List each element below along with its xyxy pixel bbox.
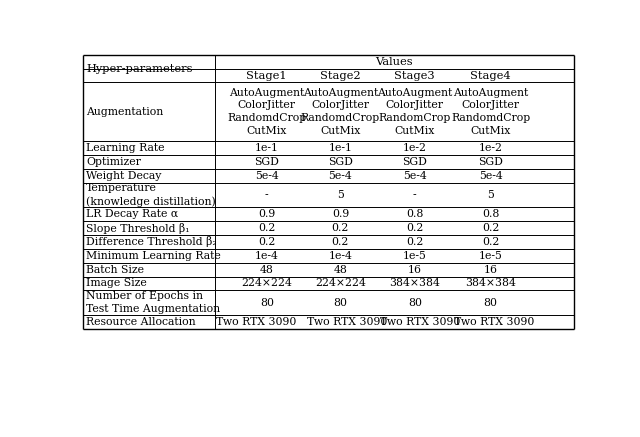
Text: 48: 48 [333,264,348,274]
Text: 48: 48 [260,264,274,274]
Text: 80: 80 [484,298,498,308]
Text: 1e-2: 1e-2 [403,143,427,153]
Text: Stage3: Stage3 [394,70,435,80]
Text: Weight Decay: Weight Decay [86,170,161,180]
Text: AutoAugment
ColorJitter
RandomCrop
CutMix: AutoAugment ColorJitter RandomCrop CutMi… [377,87,452,136]
Text: Number of Epochs in
Test Time Augmentation: Number of Epochs in Test Time Augmentati… [86,291,220,314]
Text: Stage2: Stage2 [320,70,361,80]
Text: 0.2: 0.2 [258,223,275,233]
Text: Resource Allocation: Resource Allocation [86,317,196,327]
Text: Slope Threshold β₁: Slope Threshold β₁ [86,222,190,233]
Text: Stage4: Stage4 [470,70,511,80]
Text: 0.2: 0.2 [482,237,499,247]
Text: Two RTX 3090: Two RTX 3090 [454,317,534,327]
Text: Hyper-parameters: Hyper-parameters [86,64,193,73]
Text: 1e-4: 1e-4 [255,251,278,261]
Text: 0.2: 0.2 [406,223,424,233]
Text: AutoAugment
ColorJitter
RandomdCrop
CutMix: AutoAugment ColorJitter RandomdCrop CutM… [451,87,531,136]
Text: 0.2: 0.2 [406,237,424,247]
Text: SGD: SGD [478,157,503,167]
Text: 1e-2: 1e-2 [479,143,503,153]
Text: Two RTX 3090: Two RTX 3090 [307,317,387,327]
Text: 16: 16 [484,264,498,274]
Text: 80: 80 [260,298,274,308]
Text: -: - [413,190,417,200]
Text: 384×384: 384×384 [389,278,440,288]
Text: 0.2: 0.2 [332,223,349,233]
Text: Stage1: Stage1 [246,70,287,80]
Text: 5e-4: 5e-4 [328,170,352,180]
Text: Optimizer: Optimizer [86,157,141,167]
Text: SGD: SGD [328,157,353,167]
Text: 80: 80 [408,298,422,308]
Text: -: - [265,190,269,200]
Text: Augmentation: Augmentation [86,107,163,117]
Text: Two RTX 3090: Two RTX 3090 [216,317,297,327]
Text: 0.2: 0.2 [332,237,349,247]
Text: 1e-5: 1e-5 [403,251,427,261]
Text: 224×224: 224×224 [241,278,292,288]
Text: SGD: SGD [403,157,428,167]
Text: 224×224: 224×224 [315,278,366,288]
Text: Temperature
(knowledge distillation): Temperature (knowledge distillation) [86,183,216,207]
Text: 0.2: 0.2 [258,237,275,247]
Text: AutoAugment
ColorJitter
RandomdCrop
CutMix: AutoAugment ColorJitter RandomdCrop CutM… [301,87,380,136]
Text: 0.2: 0.2 [482,223,499,233]
Text: 1e-4: 1e-4 [328,251,353,261]
Text: 384×384: 384×384 [465,278,516,288]
Text: 5: 5 [487,190,494,200]
Text: Batch Size: Batch Size [86,264,144,274]
Text: Minimum Learning Rate: Minimum Learning Rate [86,251,221,261]
Text: Difference Threshold β₂: Difference Threshold β₂ [86,236,217,247]
Text: SGD: SGD [254,157,279,167]
Text: 5e-4: 5e-4 [403,170,427,180]
Text: 1e-1: 1e-1 [255,143,279,153]
Text: 5e-4: 5e-4 [255,170,278,180]
Text: 0.8: 0.8 [482,209,499,219]
Text: 0.8: 0.8 [406,209,424,219]
Text: 5e-4: 5e-4 [479,170,502,180]
Text: 0.9: 0.9 [258,209,275,219]
Text: 80: 80 [333,298,348,308]
Text: 0.9: 0.9 [332,209,349,219]
Text: 1e-5: 1e-5 [479,251,502,261]
Text: AutoAugment
ColorJitter
RandomdCrop
CutMix: AutoAugment ColorJitter RandomdCrop CutM… [227,87,307,136]
Text: Two RTX 3090: Two RTX 3090 [380,317,460,327]
Text: 5: 5 [337,190,344,200]
Text: Values: Values [376,57,413,67]
Text: Image Size: Image Size [86,278,147,288]
Text: Learning Rate: Learning Rate [86,143,164,153]
Text: LR Decay Rate α: LR Decay Rate α [86,209,179,219]
Text: 16: 16 [408,264,422,274]
Text: 1e-1: 1e-1 [328,143,353,153]
